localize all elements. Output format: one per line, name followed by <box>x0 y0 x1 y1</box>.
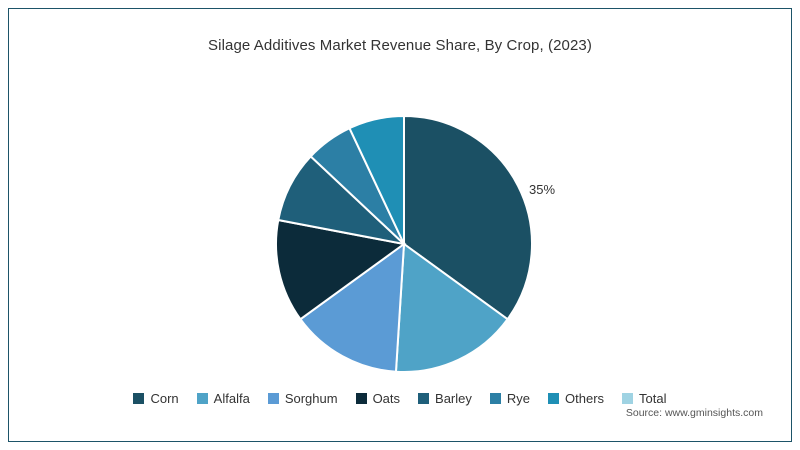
legend-swatch-icon <box>548 393 560 404</box>
pie-slice[interactable] <box>403 114 533 321</box>
legend-item[interactable]: Rye <box>489 391 531 406</box>
legend-item-label: Oats <box>372 391 401 406</box>
legend-item-label: Sorghum <box>284 391 338 406</box>
legend-item-label: Others <box>565 391 605 406</box>
legend-swatch-icon <box>133 393 145 404</box>
pie-slice[interactable] <box>299 241 406 373</box>
pie-slice[interactable] <box>348 114 405 245</box>
legend-swatch-icon <box>355 393 367 404</box>
legend-item[interactable]: Sorghum <box>267 391 338 406</box>
legend-swatch-icon <box>418 393 430 404</box>
pie-slice-label-corn: 35% <box>529 182 556 197</box>
legend-item[interactable]: Oats <box>355 391 401 406</box>
legend-item[interactable]: Barley <box>418 391 472 406</box>
chart-legend: Corn Alfalfa Sorghum Oats Barley Rye Others Tot… <box>9 391 791 406</box>
legend-swatch-icon <box>622 393 634 404</box>
legend-swatch-icon <box>267 393 279 404</box>
pie-slice[interactable] <box>275 218 407 321</box>
legend-item-label: Alfalfa <box>213 391 250 406</box>
legend-item[interactable]: Corn <box>133 391 179 406</box>
legend-item-label: Total <box>639 391 667 406</box>
legend-item[interactable]: Total <box>622 391 667 406</box>
page-title: Silage Additives Market Revenue Share, B… <box>208 37 592 54</box>
legend-item[interactable]: Others <box>548 391 604 406</box>
legend-item-label: Barley <box>435 391 472 406</box>
legend-swatch-icon <box>489 393 501 404</box>
legend-swatch-icon <box>196 393 208 404</box>
source-note: Source: www.gminsights.com <box>625 407 763 419</box>
pie-svg <box>275 114 533 373</box>
legend-item[interactable]: Alfalfa <box>196 391 250 406</box>
legend-item-label: Rye <box>506 391 531 406</box>
pie-chart <box>274 114 534 374</box>
pie-slice[interactable] <box>394 242 509 373</box>
legend-item-label: Corn <box>150 391 179 406</box>
chart-frame: Silage Additives Market Revenue Share, B… <box>8 8 792 442</box>
